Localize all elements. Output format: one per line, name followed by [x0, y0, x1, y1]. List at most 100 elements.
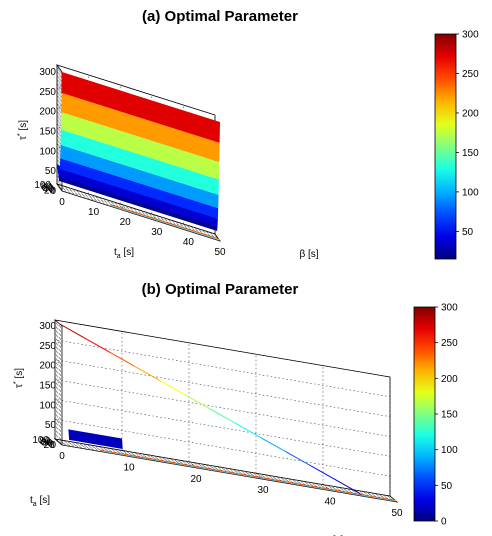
- back-edge-line-2: [54, 319, 391, 496]
- panel-b: (b) Optimal Parameter 0 50 100 150 200 250 300…: [0, 268, 492, 536]
- x-tick-label: 20: [190, 474, 202, 485]
- surface-strip: [60, 129, 219, 195]
- surface-strip: [336, 480, 363, 496]
- y-tick-label: 80: [41, 181, 53, 192]
- x-tick-label: 50: [214, 247, 226, 258]
- z-tick-label: 150: [39, 127, 56, 138]
- z-unit: [s]: [14, 368, 25, 382]
- x-floor-gridline: [121, 450, 130, 457]
- surface-strip: [82, 336, 109, 352]
- z-tick-label: 300: [39, 321, 56, 332]
- z-sym: τ: [14, 384, 25, 388]
- y-sym: t: [30, 495, 33, 506]
- x-tick-label: 0: [59, 197, 65, 208]
- colorbar-tick-label: 150: [462, 148, 479, 159]
- surface-strip: [59, 176, 218, 231]
- z-tick-label: 250: [39, 87, 56, 98]
- x-tick-label: 40: [183, 237, 195, 248]
- y-tick-label: 100: [32, 435, 49, 446]
- y-axis-label: ta [s]: [30, 495, 50, 508]
- floor-contour-line: [100, 449, 396, 501]
- surface-strip: [183, 393, 210, 409]
- z-tick-label: 0: [50, 440, 56, 451]
- x-tick-label: 30: [257, 485, 269, 496]
- z-tick-label: 100: [39, 146, 56, 157]
- y-unit: [s]: [37, 495, 51, 506]
- x-tick-label: 0: [59, 451, 65, 462]
- x-tick-label: 20: [120, 217, 132, 228]
- colorbar: [434, 33, 457, 260]
- surface-strip: [233, 421, 260, 437]
- panel-a: (a) Optimal Parameter 0 50 100 150 200 250 300…: [17, 8, 479, 261]
- surface-strip: [60, 144, 219, 209]
- x-floor-gridline: [188, 461, 197, 469]
- colorbar-tick-label: 50: [441, 481, 453, 492]
- surface-strip: [333, 478, 361, 494]
- y-sub: a: [33, 501, 37, 508]
- chart-a-title: (a) Optimal Parameter: [142, 8, 298, 25]
- chart-a-plot: 0501001502002503002040608010001020304050…: [17, 30, 479, 261]
- surface-strip: [61, 72, 220, 143]
- z-tick-label: 0: [50, 186, 56, 197]
- z-tick-label: 50: [45, 166, 57, 177]
- surface-strip: [59, 158, 219, 219]
- x-tick-label: 10: [88, 207, 100, 218]
- chart-b-title: (b) Optimal Parameter: [141, 281, 299, 298]
- y-sym: t: [114, 247, 117, 258]
- z-tick-label: 150: [39, 381, 56, 392]
- z-axis-label: τ* [s]: [13, 368, 25, 388]
- z-sup: *: [17, 133, 24, 136]
- colorbar-tick-label: 50: [462, 227, 474, 238]
- z-tick-label: 200: [39, 361, 56, 372]
- x-tick-label: 10: [123, 462, 135, 473]
- y-floor-gridline: [57, 441, 393, 499]
- z-tick-label: 250: [39, 341, 56, 352]
- y-tick-label: 60: [41, 437, 53, 448]
- colorbar-tick-label: 250: [441, 338, 458, 349]
- surface-strip: [107, 350, 134, 366]
- y-tick-label: 20: [44, 186, 56, 197]
- colorbar-tick-label: 300: [441, 303, 458, 314]
- y-axis-label: ta [s]: [114, 247, 134, 260]
- y-sub: a: [117, 253, 121, 260]
- colorbar-tick-label: 150: [441, 410, 458, 421]
- x-tick-label: 30: [151, 227, 163, 238]
- z-sup: *: [13, 381, 20, 384]
- surface-strip: [258, 435, 285, 451]
- z-axis-label: τ* [s]: [17, 120, 29, 140]
- surface-strip: [158, 378, 185, 395]
- surface-strip: [57, 322, 84, 338]
- colorbar-tick-label: 250: [462, 69, 479, 80]
- colorbar-tick-label: 200: [462, 108, 479, 119]
- colorbar-tick-label: 300: [462, 30, 479, 41]
- z-sym: τ: [18, 136, 29, 140]
- y-tick-label: 40: [43, 184, 55, 195]
- surface-strip: [132, 364, 160, 380]
- y-tick-label: 100: [34, 180, 51, 191]
- surface-strip: [283, 449, 310, 465]
- y-floor-gridline: [59, 442, 395, 500]
- colorbar-tick-label: 0: [441, 517, 447, 528]
- y-tick-label: 20: [43, 440, 55, 451]
- x-floor-gridline: [255, 472, 264, 480]
- x-tick-label: 40: [324, 497, 336, 508]
- surface-strip: [60, 112, 220, 180]
- x-floor-gridline: [88, 193, 94, 202]
- y-tick-label: 40: [42, 439, 54, 450]
- surface-strip: [68, 429, 123, 449]
- z-tick-label: 100: [39, 400, 56, 411]
- surface-strip: [159, 380, 186, 396]
- z-unit: [s]: [18, 120, 29, 134]
- chart-b-plot: 0501001502002503002040608010001020304050…: [13, 303, 458, 536]
- z-tick-label: 50: [45, 420, 57, 431]
- x-floor-gridline: [322, 484, 331, 491]
- surface-strip: [59, 168, 218, 227]
- y-floor-gridline: [56, 439, 392, 498]
- back-edge-line: [54, 319, 63, 439]
- z-tick-label: 200: [39, 107, 56, 118]
- z-tick-label: 300: [39, 67, 56, 78]
- surface-strip: [284, 450, 311, 466]
- y-unit: [s]: [121, 247, 135, 258]
- x-tick-label: 50: [391, 508, 403, 519]
- colorbar-tick-label: 100: [441, 445, 458, 456]
